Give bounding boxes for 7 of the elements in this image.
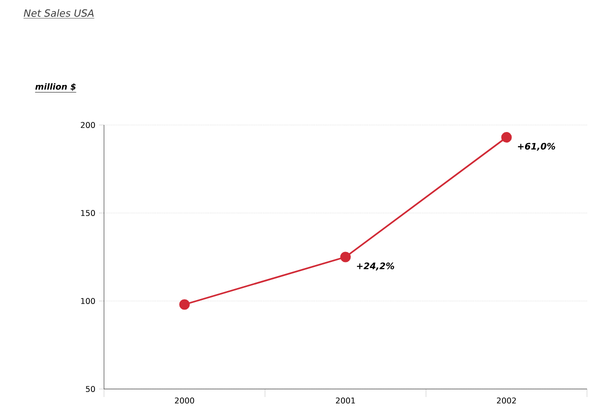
y-axis-title: million $ — [35, 83, 76, 91]
point — [340, 252, 351, 262]
annotation: +61,0% — [518, 142, 556, 151]
point — [501, 132, 512, 143]
chart-title: Net Sales USA — [24, 9, 94, 17]
annotation: +24,2% — [356, 262, 394, 270]
point — [179, 299, 190, 310]
